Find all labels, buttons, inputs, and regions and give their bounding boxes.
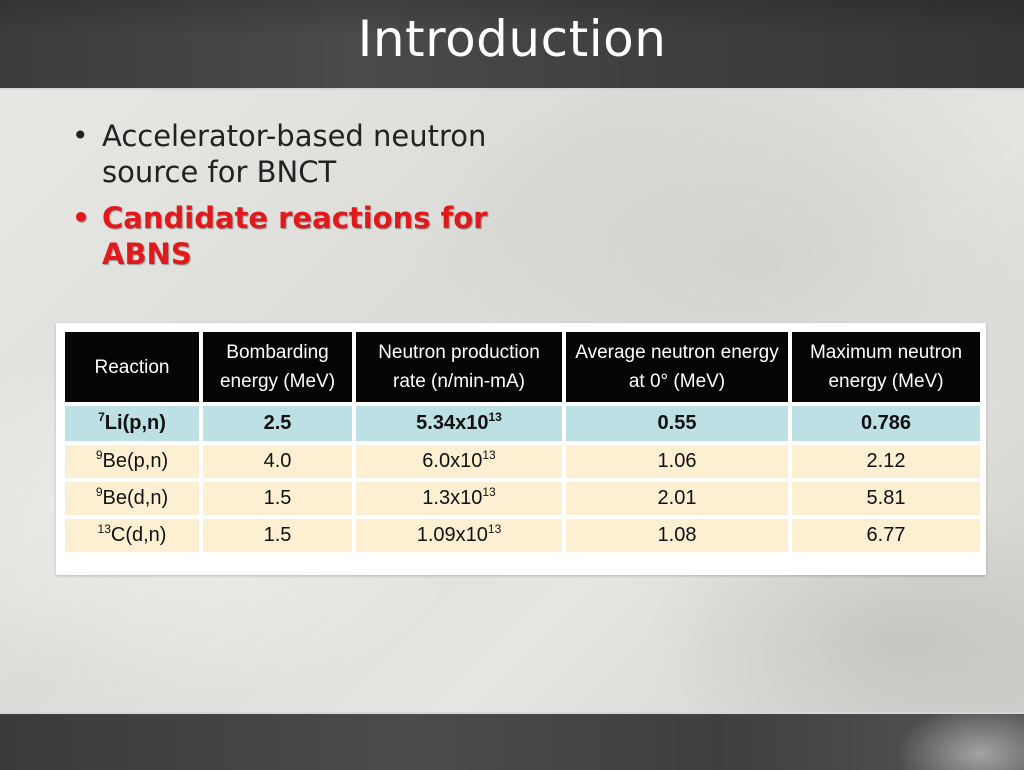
- bullet-item-highlight: • Candidate reactions for ABNS: [72, 200, 532, 272]
- cell-reaction-text: Be(p,n): [102, 450, 169, 472]
- cell-rate-exponent: 13: [487, 522, 502, 536]
- cell-average: 1.08: [566, 519, 788, 552]
- table-row: 9Be(d,n) 1.5 1.3x1013 2.01 5.81: [65, 482, 980, 515]
- cell-maximum: 0.786: [792, 406, 980, 441]
- cell-reaction: 13C(d,n): [65, 519, 199, 552]
- cell-rate-base: 5.34x10: [416, 412, 489, 434]
- header-bombarding-energy: Bombarding energy (MeV): [203, 332, 352, 402]
- bullet-list: • Accelerator-based neutron source for B…: [72, 118, 532, 282]
- bullet-item: • Accelerator-based neutron source for B…: [72, 118, 532, 190]
- cell-maximum: 2.12: [792, 445, 980, 478]
- cell-rate-base: 1.3x10: [422, 487, 483, 509]
- cell-reaction: 9Be(d,n): [65, 482, 199, 515]
- cell-reaction-text: Li(p,n): [104, 412, 166, 434]
- bullet-dot-icon: •: [72, 201, 90, 234]
- bullet-text: Accelerator-based neutron source for BNC…: [102, 119, 487, 189]
- header-maximum-energy: Maximum neutron energy (MeV): [792, 332, 980, 402]
- cell-reaction-mass: 7: [98, 410, 105, 424]
- cell-rate: 1.09x1013: [356, 519, 562, 552]
- header-average-energy: Average neutron energy at 0° (MeV): [566, 332, 788, 402]
- cell-average: 1.06: [566, 445, 788, 478]
- cell-rate-base: 1.09x10: [416, 524, 488, 546]
- cell-rate-exponent: 13: [482, 485, 496, 499]
- cell-reaction: 9Be(p,n): [65, 445, 199, 478]
- cell-average: 2.01: [566, 482, 788, 515]
- cell-reaction-text: C(d,n): [110, 524, 167, 546]
- cell-maximum: 5.81: [792, 482, 980, 515]
- cell-reaction-mass: 9: [95, 448, 103, 462]
- table-header-row: Reaction Bombarding energy (MeV) Neutron…: [65, 332, 980, 402]
- bullet-text: Candidate reactions for ABNS: [102, 201, 488, 271]
- cell-energy: 1.5: [203, 519, 352, 552]
- cell-reaction: 7Li(p,n): [65, 406, 199, 441]
- cell-energy: 1.5: [203, 482, 352, 515]
- reactions-table-panel: Reaction Bombarding energy (MeV) Neutron…: [56, 323, 986, 575]
- cell-rate: 1.3x1013: [356, 482, 562, 515]
- cell-maximum: 6.77: [792, 519, 980, 552]
- cell-rate: 6.0x1013: [356, 445, 562, 478]
- cell-rate-exponent: 13: [488, 410, 502, 424]
- cell-energy: 4.0: [203, 445, 352, 478]
- header-reaction: Reaction: [65, 332, 199, 402]
- table-row: 9Be(p,n) 4.0 6.0x1013 1.06 2.12: [65, 445, 980, 478]
- cell-rate-base: 6.0x10: [422, 450, 483, 472]
- bullet-dot-icon: •: [72, 119, 89, 152]
- cell-reaction-mass: 9: [95, 485, 103, 499]
- reactions-table: Reaction Bombarding energy (MeV) Neutron…: [61, 328, 984, 556]
- cell-reaction-mass: 13: [97, 522, 111, 536]
- cell-average: 0.55: [566, 406, 788, 441]
- header-production-rate: Neutron production rate (n/min-mA): [356, 332, 562, 402]
- cell-reaction-text: Be(d,n): [102, 487, 169, 509]
- title-bar: Introduction: [0, 0, 1024, 90]
- table-row: 13C(d,n) 1.5 1.09x1013 1.08 6.77: [65, 519, 980, 552]
- cell-energy: 2.5: [203, 406, 352, 441]
- cell-rate-exponent: 13: [482, 448, 496, 462]
- footer-bar: [0, 712, 1024, 770]
- table-row: 7Li(p,n) 2.5 5.34x1013 0.55 0.786: [65, 406, 980, 441]
- slide-title: Introduction: [357, 10, 667, 68]
- cell-rate: 5.34x1013: [356, 406, 562, 441]
